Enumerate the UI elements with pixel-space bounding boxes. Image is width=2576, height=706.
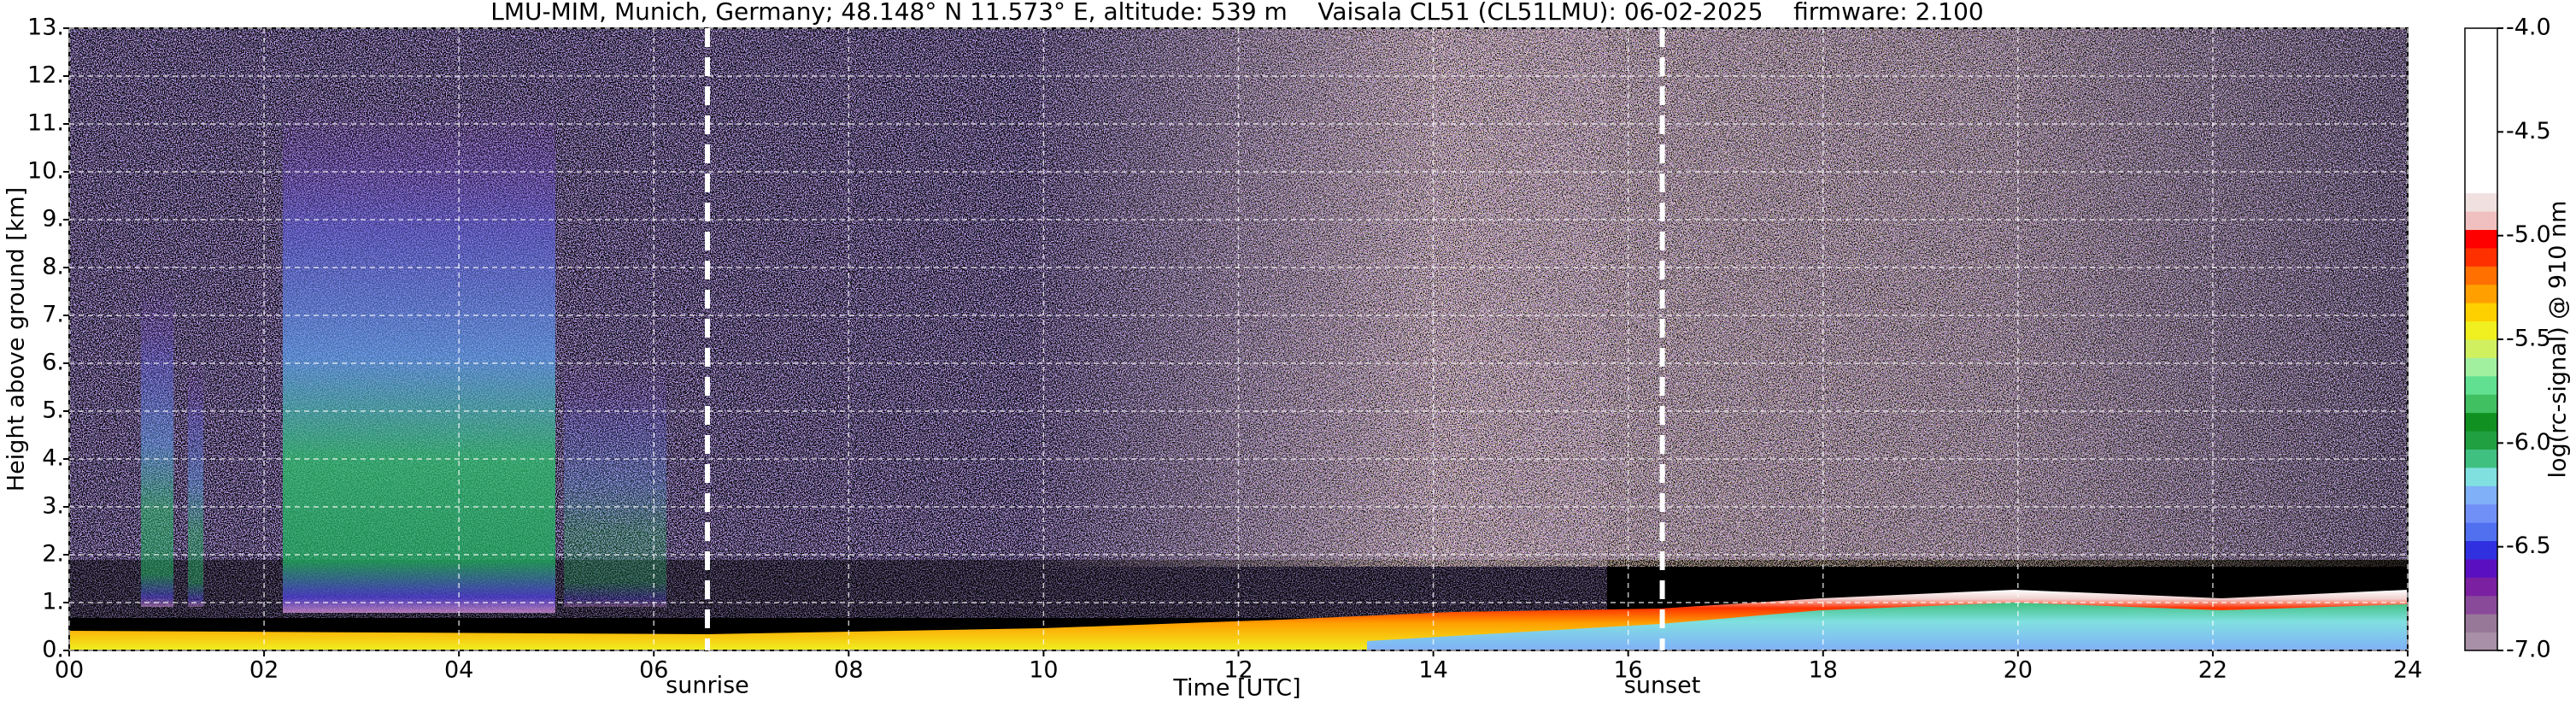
y-tick-label: 0.: [42, 637, 64, 663]
y-tick-label: 7.: [42, 302, 64, 328]
colorbar-tick-label: -6.0: [2506, 429, 2551, 456]
colorbar-level: [2465, 614, 2497, 633]
y-axis-label: Height above ground [km]: [3, 187, 30, 491]
x-tick-label: 20: [2004, 657, 2033, 684]
colorbar-level: [2465, 595, 2497, 615]
colorbar-level: [2465, 156, 2497, 175]
colorbar-level: [2465, 83, 2497, 103]
annotation-label: sunrise: [666, 673, 749, 699]
colorbar-level: [2465, 64, 2497, 84]
colorbar-level: [2465, 558, 2497, 578]
annotation-label: sunset: [1624, 673, 1701, 699]
colorbar-level: [2465, 303, 2497, 322]
colorbar-level: [2465, 540, 2497, 560]
colorbar-level: [2465, 101, 2497, 121]
colorbar-level: [2465, 357, 2497, 377]
colorbar-level: [2465, 138, 2497, 157]
y-tick-label: 13.: [27, 15, 64, 41]
x-tick-label: 06: [639, 657, 668, 684]
colorbar-level: [2465, 120, 2497, 138]
colorbar-level: [2465, 485, 2497, 505]
colorbar-level: [2465, 394, 2497, 414]
y-tick-label: 2.: [42, 541, 64, 568]
x-tick-label: 16: [1613, 657, 1642, 684]
y-tick-label: 12.: [27, 62, 64, 89]
x-tick-label: 12: [1223, 657, 1253, 684]
colorbar-level: [2465, 174, 2497, 194]
x-tick-label: 04: [444, 657, 473, 684]
colorbar-level: [2465, 431, 2497, 450]
colorbar-level: [2465, 192, 2497, 212]
colorbar-level: [2465, 467, 2497, 486]
y-tick-label: 9.: [42, 206, 64, 232]
colorbar-level: [2465, 632, 2497, 651]
x-tick-label: 14: [1418, 657, 1447, 684]
colorbar-level: [2465, 375, 2497, 395]
colorbar-level: [2465, 211, 2497, 231]
colorbar-level: [2465, 522, 2497, 542]
colorbar-tick-label: -6.5: [2506, 532, 2551, 559]
colorbar-level: [2465, 321, 2497, 340]
colorbar-level: [2465, 412, 2497, 432]
colorbar-level: [2465, 266, 2497, 285]
colorbar-tick-label: -5.5: [2506, 326, 2551, 352]
colorbar-tick-label: -5.0: [2506, 221, 2551, 248]
colorbar-level: [2465, 247, 2497, 267]
y-tick-label: 8.: [42, 254, 64, 280]
chart-title: LMU-MIM, Munich, Germany; 48.148° N 11.5…: [490, 0, 1984, 26]
x-tick-label: 22: [2198, 657, 2227, 684]
colorbar-tick-label: -4.0: [2506, 15, 2551, 41]
y-tick-label: 4.: [42, 445, 64, 472]
colorbar-level: [2465, 46, 2497, 66]
y-tick-label: 6.: [42, 350, 64, 376]
x-tick-label: 08: [834, 657, 863, 684]
colorbar-level: [2465, 577, 2497, 597]
y-tick-label: 1.: [42, 589, 64, 615]
colorbar-level: [2465, 229, 2497, 249]
y-tick-label: 10.: [27, 158, 64, 185]
x-tick-label: 18: [1809, 657, 1838, 684]
x-tick-label: 02: [249, 657, 279, 684]
x-axis-label: Time [UTC]: [1172, 675, 1300, 702]
colorbar-level: [2465, 284, 2497, 303]
colorbar-label: log(rc-signal) @ 910 nm: [2545, 201, 2572, 479]
x-tick-label: 10: [1029, 657, 1058, 684]
x-tick-label: 00: [55, 657, 84, 684]
colorbar-level: [2465, 28, 2497, 47]
y-tick-label: 11.: [27, 110, 64, 137]
y-tick-label: 5.: [42, 397, 64, 424]
colorbar-level: [2465, 339, 2497, 358]
colorbar-level: [2465, 503, 2497, 523]
x-tick-label: 24: [2393, 657, 2422, 684]
colorbar-level: [2465, 449, 2497, 468]
colorbar-tick-label: -4.5: [2506, 118, 2551, 144]
colorbar-tick-label: -7.0: [2506, 637, 2551, 663]
y-tick-label: 3.: [42, 493, 64, 520]
